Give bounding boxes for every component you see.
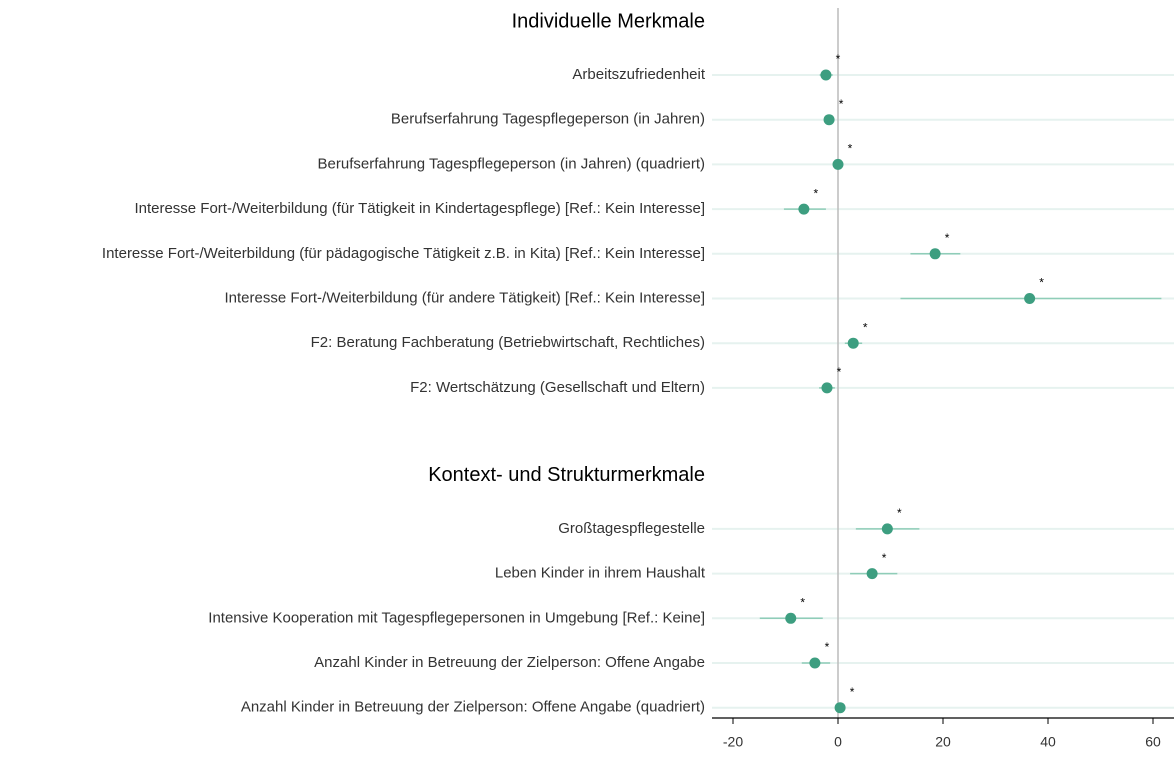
row-label: Berufserfahrung Tagespflegeperson (in Ja… <box>318 155 705 172</box>
row-label: Großtagespflegestelle <box>558 520 705 537</box>
significance-star: * <box>814 186 819 200</box>
row-label: F2: Wertschätzung (Gesellschaft und Elte… <box>410 379 705 396</box>
row-label: Interesse Fort-/Weiterbildung (für pädag… <box>102 245 705 262</box>
estimate-dot <box>832 158 844 170</box>
estimate-dot <box>821 382 833 394</box>
x-tick-label: 40 <box>1040 734 1056 750</box>
row-label: Arbeitszufriedenheit <box>572 66 705 83</box>
row-label: Leben Kinder in ihrem Haushalt <box>495 565 706 582</box>
group-title: Kontext- und Strukturmerkmale <box>428 464 705 486</box>
row-label: Interesse Fort-/Weiterbildung (für Tätig… <box>134 200 705 217</box>
significance-star: * <box>839 97 844 111</box>
estimate-dot <box>1024 293 1036 304</box>
estimate-dot <box>798 203 810 215</box>
significance-star: * <box>882 551 887 565</box>
significance-star: * <box>837 365 842 379</box>
row-label: Intensive Kooperation mit Tagespflegeper… <box>208 609 705 626</box>
significance-star: * <box>945 231 950 245</box>
row-label: Interesse Fort-/Weiterbildung (für ander… <box>225 289 706 306</box>
significance-star: * <box>850 685 855 699</box>
significance-star: * <box>863 320 868 334</box>
row-label: Berufserfahrung Tagespflegeperson (in Ja… <box>391 111 705 128</box>
significance-star: * <box>836 52 841 66</box>
estimate-dot <box>929 248 941 260</box>
estimate-dot <box>809 657 821 669</box>
x-tick-label: 60 <box>1145 734 1161 750</box>
group-title: Individuelle Merkmale <box>512 10 705 32</box>
significance-star: * <box>825 640 830 654</box>
significance-star: * <box>800 595 805 609</box>
estimate-dot <box>820 69 832 81</box>
row-label: Anzahl Kinder in Betreuung der Zielperso… <box>241 699 705 716</box>
x-tick-label: -20 <box>723 734 743 750</box>
estimate-dot <box>834 702 846 714</box>
estimate-dot <box>823 114 835 126</box>
row-label: F2: Beratung Fachberatung (Betriebwirtsc… <box>311 334 705 351</box>
x-tick-label: 20 <box>935 734 951 750</box>
significance-star: * <box>897 506 902 520</box>
estimate-dot <box>881 523 893 535</box>
estimate-dot <box>785 612 797 624</box>
x-tick-label: 0 <box>834 734 842 750</box>
significance-star: * <box>1039 276 1044 290</box>
estimate-dot <box>866 568 878 580</box>
significance-star: * <box>848 142 853 156</box>
row-label: Anzahl Kinder in Betreuung der Zielperso… <box>314 654 705 671</box>
estimate-dot <box>847 337 859 349</box>
